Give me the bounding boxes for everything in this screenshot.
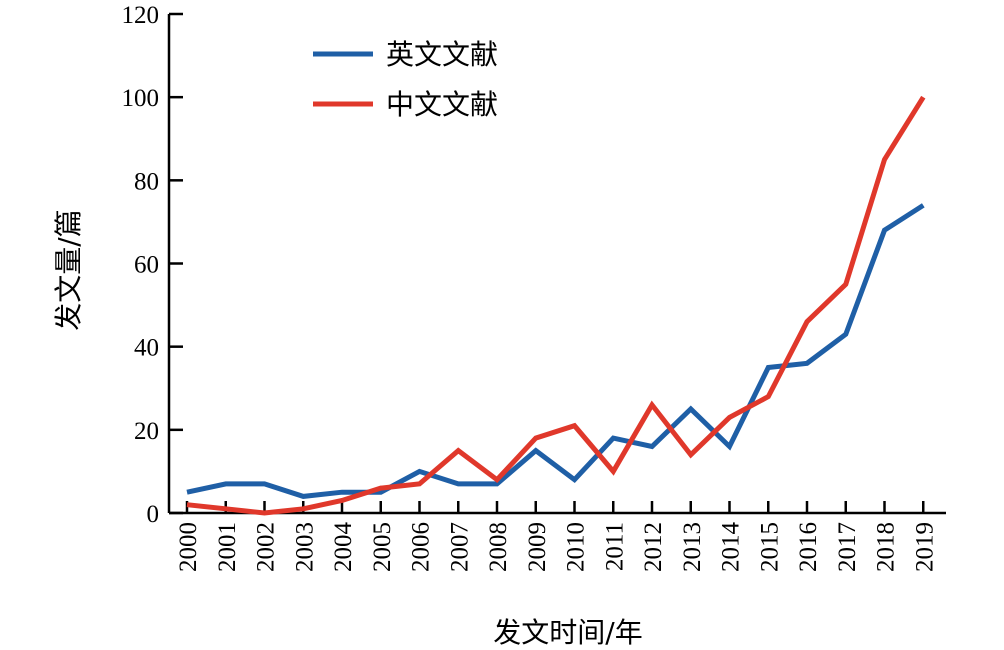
x-tick-label: 2016 <box>795 522 822 572</box>
x-tick-label: 2004 <box>330 522 357 573</box>
y-axis-title: 发文量/篇 <box>52 209 85 330</box>
series-layer <box>186 95 926 516</box>
x-tick-label: 2009 <box>524 522 551 572</box>
series-line-0 <box>186 203 925 499</box>
x-tick-label: 2015 <box>756 522 783 572</box>
y-tick-label: 80 <box>134 168 159 195</box>
x-tick-label: 2017 <box>834 522 861 572</box>
y-tick-label: 60 <box>134 252 159 279</box>
y-tick-label: 20 <box>134 418 159 445</box>
x-tick-label: 2012 <box>640 522 667 572</box>
y-tick-label: 0 <box>147 501 160 528</box>
legend-label-0: 英文文献 <box>386 38 498 71</box>
x-tick-label: 2001 <box>214 522 241 572</box>
x-axis-title: 发文时间/年 <box>493 616 642 649</box>
y-tick-label: 40 <box>134 335 159 362</box>
x-tick-label: 2010 <box>563 522 590 572</box>
x-tick-label: 2005 <box>369 522 396 572</box>
x-tick-label: 2000 <box>175 522 202 572</box>
x-tick-label: 2008 <box>485 522 512 572</box>
legend-label-1: 中文文献 <box>386 88 498 121</box>
x-tick-label: 2014 <box>718 522 745 573</box>
x-tick-label: 2003 <box>291 522 318 572</box>
x-tick-label: 2007 <box>446 522 473 572</box>
x-tick-label: 2011 <box>601 522 628 571</box>
series-line-1 <box>186 95 926 516</box>
y-tick-label: 120 <box>122 2 160 29</box>
x-tick-label: 2018 <box>873 522 900 572</box>
x-tick-label: 2006 <box>408 522 435 572</box>
y-tick-label: 100 <box>122 85 160 112</box>
axes: 0 20 40 60 80 100 120 2000 2001 2002 2003 2004 2005 2… <box>122 2 946 573</box>
x-tick-label: 2013 <box>679 522 706 572</box>
x-tick-label: 2002 <box>253 522 280 572</box>
x-tick-label: 2019 <box>911 522 938 572</box>
